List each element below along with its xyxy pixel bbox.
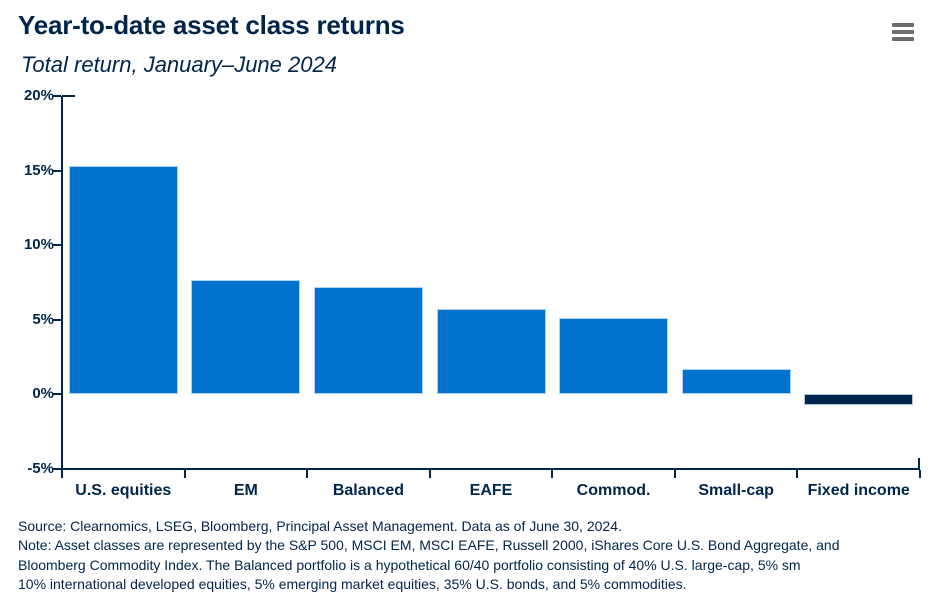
x-axis-tick (673, 470, 676, 478)
bar-small-cap[interactable] (681, 369, 791, 395)
y-axis-tick (53, 95, 61, 97)
x-axis-tick (183, 470, 186, 478)
menu-bar (892, 23, 914, 27)
x-axis-label: EAFE (469, 482, 513, 499)
source-line: Source: Clearnomics, LSEG, Bloomberg, Pr… (18, 518, 622, 534)
y-axis-line (61, 96, 63, 471)
x-axis-label: Small-cap (698, 482, 774, 499)
menu-bar (892, 37, 914, 41)
y-axis-label: 5% (32, 310, 54, 328)
x-axis-label: EM (233, 482, 258, 499)
bar-eafe[interactable] (436, 309, 546, 395)
note-line-1: Note: Asset classes are represented by t… (18, 537, 840, 554)
x-axis-label: Fixed income (807, 482, 910, 499)
menu-bar (892, 30, 914, 34)
x-axis-label: Balanced (332, 482, 404, 499)
x-axis-label: U.S. equities (75, 482, 172, 499)
y-axis-tick (53, 318, 61, 321)
bar-fixed-income[interactable] (804, 394, 914, 405)
hamburger-menu-icon[interactable] (892, 23, 914, 41)
y-axis-label: 20% (23, 87, 54, 104)
bar-u-s-equities[interactable] (68, 166, 178, 395)
bar-commod-[interactable] (559, 318, 669, 395)
chart-footnote: Source: Clearnomics, LSEG, Bloomberg, Pr… (18, 517, 943, 594)
x-axis-tick (306, 470, 309, 478)
y-axis-label: 10% (23, 236, 54, 254)
bar-em[interactable] (191, 279, 301, 395)
y-axis-label: -5% (27, 460, 54, 477)
x-axis-tick (61, 470, 63, 478)
y-axis-top-cap (62, 95, 75, 97)
note-line-3: 10% international developed equities, 5%… (18, 575, 687, 592)
note-line-2: Bloomberg Commodity Index. The Balanced … (18, 556, 801, 573)
x-axis-tick (551, 470, 554, 478)
chart-title: Year-to-date asset class returns (18, 10, 405, 40)
y-axis-tick (53, 468, 61, 470)
y-axis-label: 0% (32, 385, 54, 403)
x-axis-label: Commod. (576, 482, 651, 499)
y-axis-tick (53, 169, 61, 172)
x-axis-line (62, 468, 920, 470)
y-axis-tick (53, 393, 61, 396)
x-axis-tick (796, 470, 799, 478)
x-axis-tick (919, 470, 921, 478)
y-axis-label: 15% (23, 161, 54, 179)
bar-balanced[interactable] (313, 286, 423, 395)
x-axis-tick (428, 470, 431, 478)
chart-subtitle: Total return, January–June 2024 (21, 52, 337, 77)
x-axis-end-cap (918, 458, 920, 468)
y-axis-tick (53, 244, 61, 247)
